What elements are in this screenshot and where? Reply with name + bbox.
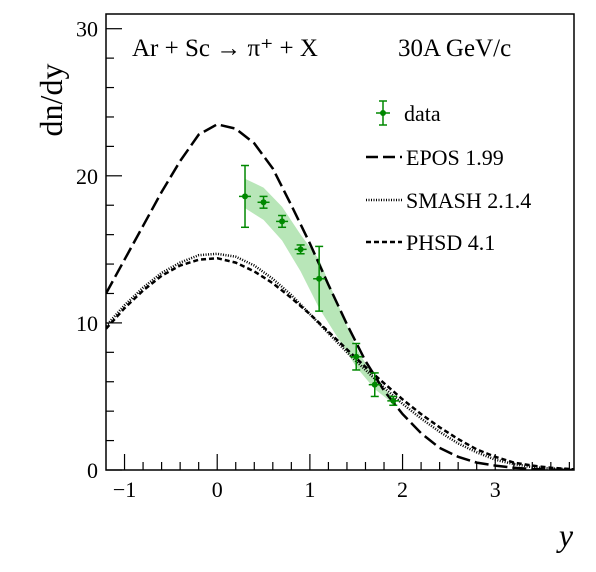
y-tick-label: 30 xyxy=(76,17,98,42)
series-line-phsd xyxy=(106,256,574,470)
series-line-epos xyxy=(106,122,574,470)
data-point xyxy=(279,218,286,225)
legend: data EPOS 1.99 SMASH 2.1.4 PHSD 4.1 xyxy=(366,100,531,255)
legend-epos-label: EPOS 1.99 xyxy=(406,145,504,170)
data-point xyxy=(242,193,249,200)
chart-title: Ar + Sc → π⁺ + X xyxy=(132,35,318,62)
x-axis-label: y xyxy=(556,517,574,553)
plot-frame xyxy=(105,13,575,471)
legend-item-phsd: PHSD 4.1 xyxy=(366,230,495,255)
series-line-smash xyxy=(106,252,574,470)
x-tick-label: 2 xyxy=(397,477,408,502)
data-point xyxy=(316,275,323,282)
y-tick-label: 20 xyxy=(76,164,98,189)
legend-item-epos: EPOS 1.99 xyxy=(366,145,504,170)
data-point xyxy=(260,199,267,206)
y-tick-label: 0 xyxy=(87,458,98,483)
legend-item-data: data xyxy=(376,100,441,126)
x-tick-label: 1 xyxy=(304,477,315,502)
x-tick-label: 0 xyxy=(212,477,223,502)
y-tick-label: 10 xyxy=(76,311,98,336)
data-point xyxy=(390,397,397,404)
legend-data-label: data xyxy=(404,101,441,126)
y-axis-label: dn/dy xyxy=(33,64,69,137)
x-tick-label: 3 xyxy=(490,477,501,502)
data-point xyxy=(353,353,360,360)
legend-item-smash: SMASH 2.1.4 xyxy=(366,188,531,213)
energy-label: 30A GeV/c xyxy=(398,35,511,62)
data-point xyxy=(297,246,304,253)
legend-phsd-label: PHSD 4.1 xyxy=(406,230,495,255)
x-tick-label: −1 xyxy=(113,477,136,502)
legend-smash-label: SMASH 2.1.4 xyxy=(406,188,531,213)
data-point xyxy=(371,381,378,388)
legend-data-marker xyxy=(380,110,386,116)
